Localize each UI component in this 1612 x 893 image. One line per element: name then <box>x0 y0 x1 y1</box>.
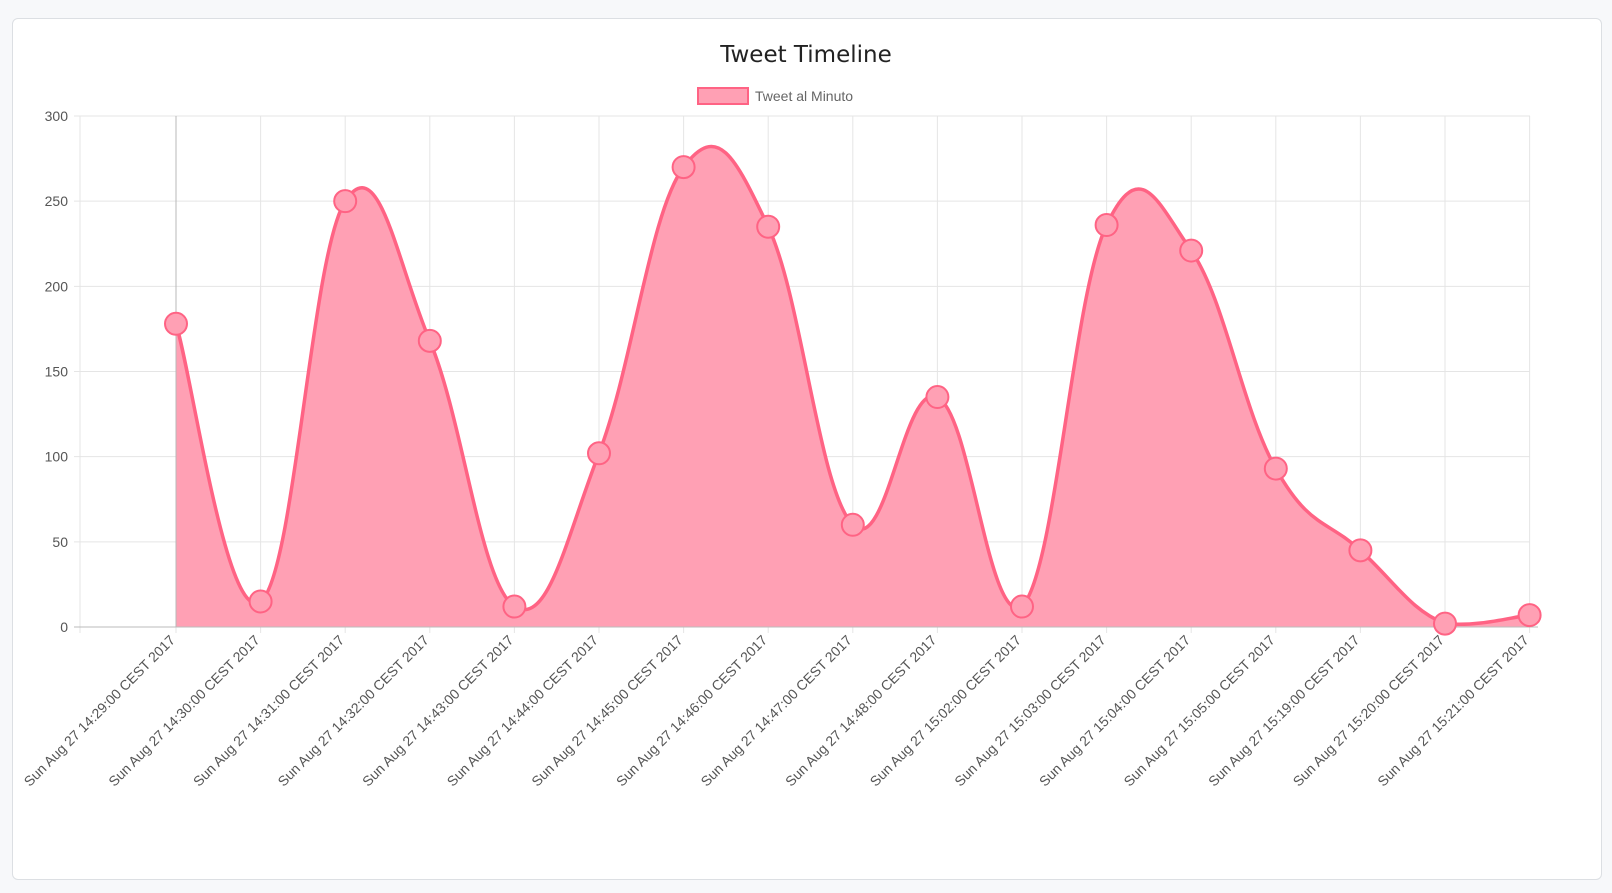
data-point[interactable] <box>333 189 358 214</box>
data-point[interactable] <box>1263 456 1288 481</box>
area-fill <box>176 146 1530 627</box>
area-path <box>176 146 1530 627</box>
data-point[interactable] <box>164 311 188 336</box>
y-tick-label: 0 <box>60 619 68 635</box>
data-point[interactable] <box>671 155 696 180</box>
legend-swatch[interactable] <box>697 87 749 105</box>
y-tick-label: 200 <box>45 278 69 294</box>
data-point[interactable] <box>587 441 611 466</box>
x-tick-label: Sun Aug 27 15:03:00 CEST 2017 <box>951 632 1109 790</box>
data-point[interactable] <box>248 589 273 614</box>
y-tick-label: 300 <box>45 108 69 124</box>
x-tick-label: Sun Aug 27 14:43:00 CEST 2017 <box>359 632 517 790</box>
x-tick-label: Sun Aug 27 14:48:00 CEST 2017 <box>782 632 940 790</box>
x-tick-label: Sun Aug 27 14:45:00 CEST 2017 <box>528 632 686 790</box>
y-tick-label: 50 <box>52 534 68 550</box>
data-point[interactable] <box>1517 603 1542 628</box>
series-line <box>174 144 1530 626</box>
x-tick-label: Sun Aug 27 15:19:00 CEST 2017 <box>1205 632 1363 790</box>
data-point[interactable] <box>1094 213 1119 238</box>
series-path <box>174 144 1530 626</box>
x-tick-label: Sun Aug 27 15:02:00 CEST 2017 <box>867 632 1025 790</box>
data-point[interactable] <box>925 385 950 410</box>
x-tick-label: Sun Aug 27 15:20:00 CEST 2017 <box>1290 632 1448 790</box>
x-tick-label: Sun Aug 27 15:04:00 CEST 2017 <box>1036 632 1194 790</box>
x-tick-label: Sun Aug 27 15:21:00 CEST 2017 <box>1374 632 1532 790</box>
x-tick-label: Sun Aug 27 14:46:00 CEST 2017 <box>613 632 771 790</box>
data-point[interactable] <box>502 594 527 619</box>
data-point[interactable] <box>1348 538 1373 563</box>
legend-label[interactable]: Tweet al Minuto <box>755 88 853 104</box>
y-tick-label: 100 <box>45 449 69 465</box>
x-tick-label: Sun Aug 27 15:05:00 CEST 2017 <box>1120 632 1278 790</box>
data-points[interactable] <box>164 155 1542 636</box>
y-tick-label: 250 <box>45 193 69 209</box>
x-tick-label: Sun Aug 27 14:29:00 CEST 2017 <box>21 632 179 790</box>
data-point[interactable] <box>1010 594 1034 619</box>
data-point[interactable] <box>417 328 442 353</box>
chart-title: Tweet Timeline <box>719 42 891 68</box>
data-point[interactable] <box>840 512 865 537</box>
x-tick-label: Sun Aug 27 14:44:00 CEST 2017 <box>444 632 602 790</box>
data-point[interactable] <box>756 214 781 239</box>
x-tick-label: Sun Aug 27 14:32:00 CEST 2017 <box>274 632 432 790</box>
x-tick-label: Sun Aug 27 14:47:00 CEST 2017 <box>697 632 855 790</box>
data-point[interactable] <box>1179 238 1204 263</box>
data-point[interactable] <box>1433 611 1457 636</box>
y-axis-ticks: 0 50 100 150 200 250 300 <box>45 108 69 635</box>
x-tick-label: Sun Aug 27 14:31:00 CEST 2017 <box>190 632 348 790</box>
x-tick-label: Sun Aug 27 14:30:00 CEST 2017 <box>105 632 263 790</box>
legend[interactable]: Tweet al Minuto <box>697 87 853 105</box>
axes <box>74 116 1538 628</box>
y-tick-label: 150 <box>45 364 69 380</box>
